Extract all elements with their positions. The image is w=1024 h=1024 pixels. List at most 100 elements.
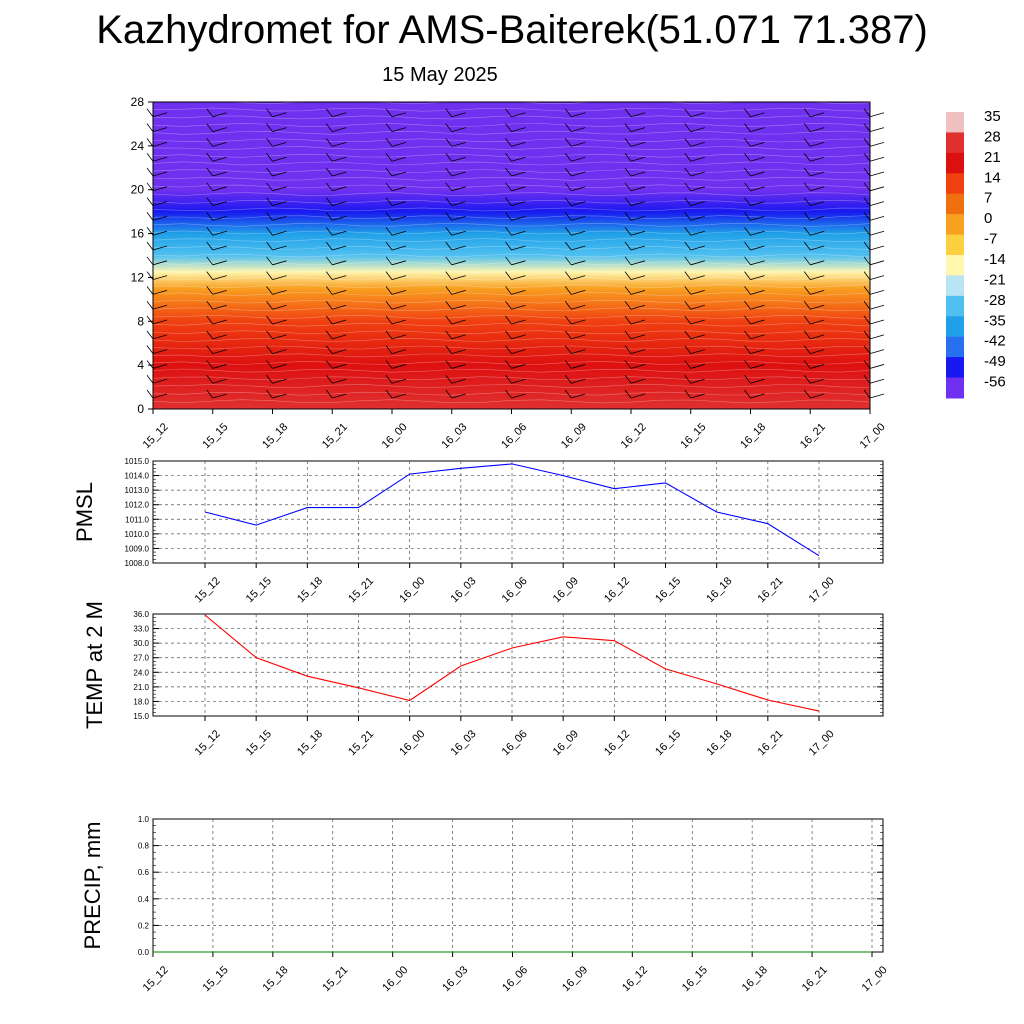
contour-line [152, 161, 871, 166]
contour-line [152, 238, 871, 243]
y-tick-label: 15.0 [133, 712, 149, 721]
wind-barb [505, 256, 526, 266]
x-tick-label: 16_03 [448, 728, 478, 758]
wind-barb [684, 212, 705, 221]
x-tick-label: 15_21 [346, 575, 376, 605]
contour-line [152, 345, 870, 350]
wind-barb [684, 182, 705, 192]
wind-barb [266, 300, 287, 310]
contour-line [152, 222, 871, 227]
wind-barb [564, 286, 586, 295]
wind-barb [624, 360, 646, 369]
contour-line [152, 115, 871, 120]
wind-barb [385, 374, 407, 384]
wind-barb [863, 315, 885, 325]
wind-barb [266, 212, 287, 221]
wind-barb [684, 167, 705, 177]
contour-line [152, 268, 871, 273]
wind-barb [803, 152, 825, 162]
chart-title: Kazhydromet for AMS-Baiterek(51.071 71.3… [96, 8, 928, 52]
wind-barb [684, 256, 705, 266]
colorbar-label: -56 [984, 374, 1006, 391]
wind-barb [206, 256, 227, 266]
x-tick-label: 16_09 [551, 728, 581, 758]
wind-barb [385, 256, 407, 266]
wind-barb [684, 152, 705, 162]
wind-barb [266, 108, 287, 118]
wind-barb [505, 182, 526, 192]
wind-barb [266, 374, 287, 384]
wind-barb [863, 226, 885, 236]
colorbar-label: 7 [984, 190, 992, 207]
wind-barb [206, 360, 227, 369]
x-tick-label: 15_12 [141, 964, 171, 994]
contour-line [152, 245, 871, 250]
wind-barb [385, 123, 407, 132]
x-tick-label: 16_15 [680, 964, 710, 994]
wind-barb [744, 315, 765, 325]
wind-barb [803, 330, 825, 340]
colorbar-label: 14 [984, 169, 1001, 186]
wind-barb [564, 226, 586, 236]
wind-barb [325, 167, 347, 177]
x-tick-label: 16_00 [380, 421, 410, 451]
x-tick-label: 16_12 [602, 575, 632, 605]
wind-barb [803, 108, 825, 118]
colorbar-segment [946, 132, 964, 154]
wind-barb [445, 360, 466, 369]
wind-barb [624, 138, 646, 147]
wind-barb [445, 389, 466, 399]
x-tick-label: 16_06 [499, 421, 529, 451]
x-tick-label: 15_12 [193, 575, 223, 605]
wind-barb [325, 315, 347, 325]
wind-barb [266, 167, 287, 177]
y-tick-label: 1009.0 [125, 544, 150, 553]
y-tick-label: 0.6 [138, 868, 150, 877]
wind-barb [564, 182, 586, 192]
wind-barb [505, 152, 526, 162]
wind-barb [325, 345, 347, 355]
contour-line [152, 376, 871, 381]
x-tick-label: 16_12 [620, 964, 650, 994]
wind-barb [385, 212, 407, 221]
colorbar-label: 0 [984, 210, 992, 227]
wind-barb [684, 315, 705, 325]
wind-barb [863, 374, 885, 384]
wind-barb [206, 182, 227, 192]
y-tick-label: 21.0 [133, 683, 149, 692]
precip-panel: 0.0 0.2 0.4 0.6 0.8 1.0 15_12 15_15 15_18 15_21 16… [80, 815, 890, 994]
wind-barb [624, 123, 646, 132]
wind-barb [445, 315, 466, 325]
wind-barb [863, 300, 885, 310]
wind-barb [505, 212, 526, 221]
wind-barb [744, 138, 765, 147]
wind-barb [266, 315, 287, 325]
wind-barb [385, 360, 407, 369]
wind-barb [385, 226, 407, 236]
wind-barb [863, 241, 885, 251]
wind-barb [564, 212, 586, 221]
x-tick-label: 17_00 [860, 964, 890, 994]
contour-line [152, 123, 871, 127]
wind-barb [445, 271, 466, 281]
wind-barb [505, 330, 526, 340]
y-tick-label: 12 [131, 270, 145, 284]
wind-barb [744, 241, 765, 251]
contour-lines [152, 100, 871, 404]
wind-barb [803, 182, 825, 192]
wind-barb [744, 360, 765, 369]
x-tick-label: 15_18 [295, 728, 325, 758]
contour-line [152, 391, 871, 396]
wind-barb [146, 286, 168, 295]
wind-barb [744, 182, 765, 192]
contour-line [152, 384, 871, 388]
wind-barb [206, 271, 227, 281]
wind-barb [684, 271, 705, 281]
wind-barb [564, 108, 586, 118]
wind-barb [206, 212, 227, 221]
x-tick-label: 16_12 [602, 728, 632, 758]
wind-barb [505, 315, 526, 325]
wind-barb [624, 345, 646, 355]
wind-barb [206, 123, 227, 132]
wind-barb [744, 108, 765, 118]
